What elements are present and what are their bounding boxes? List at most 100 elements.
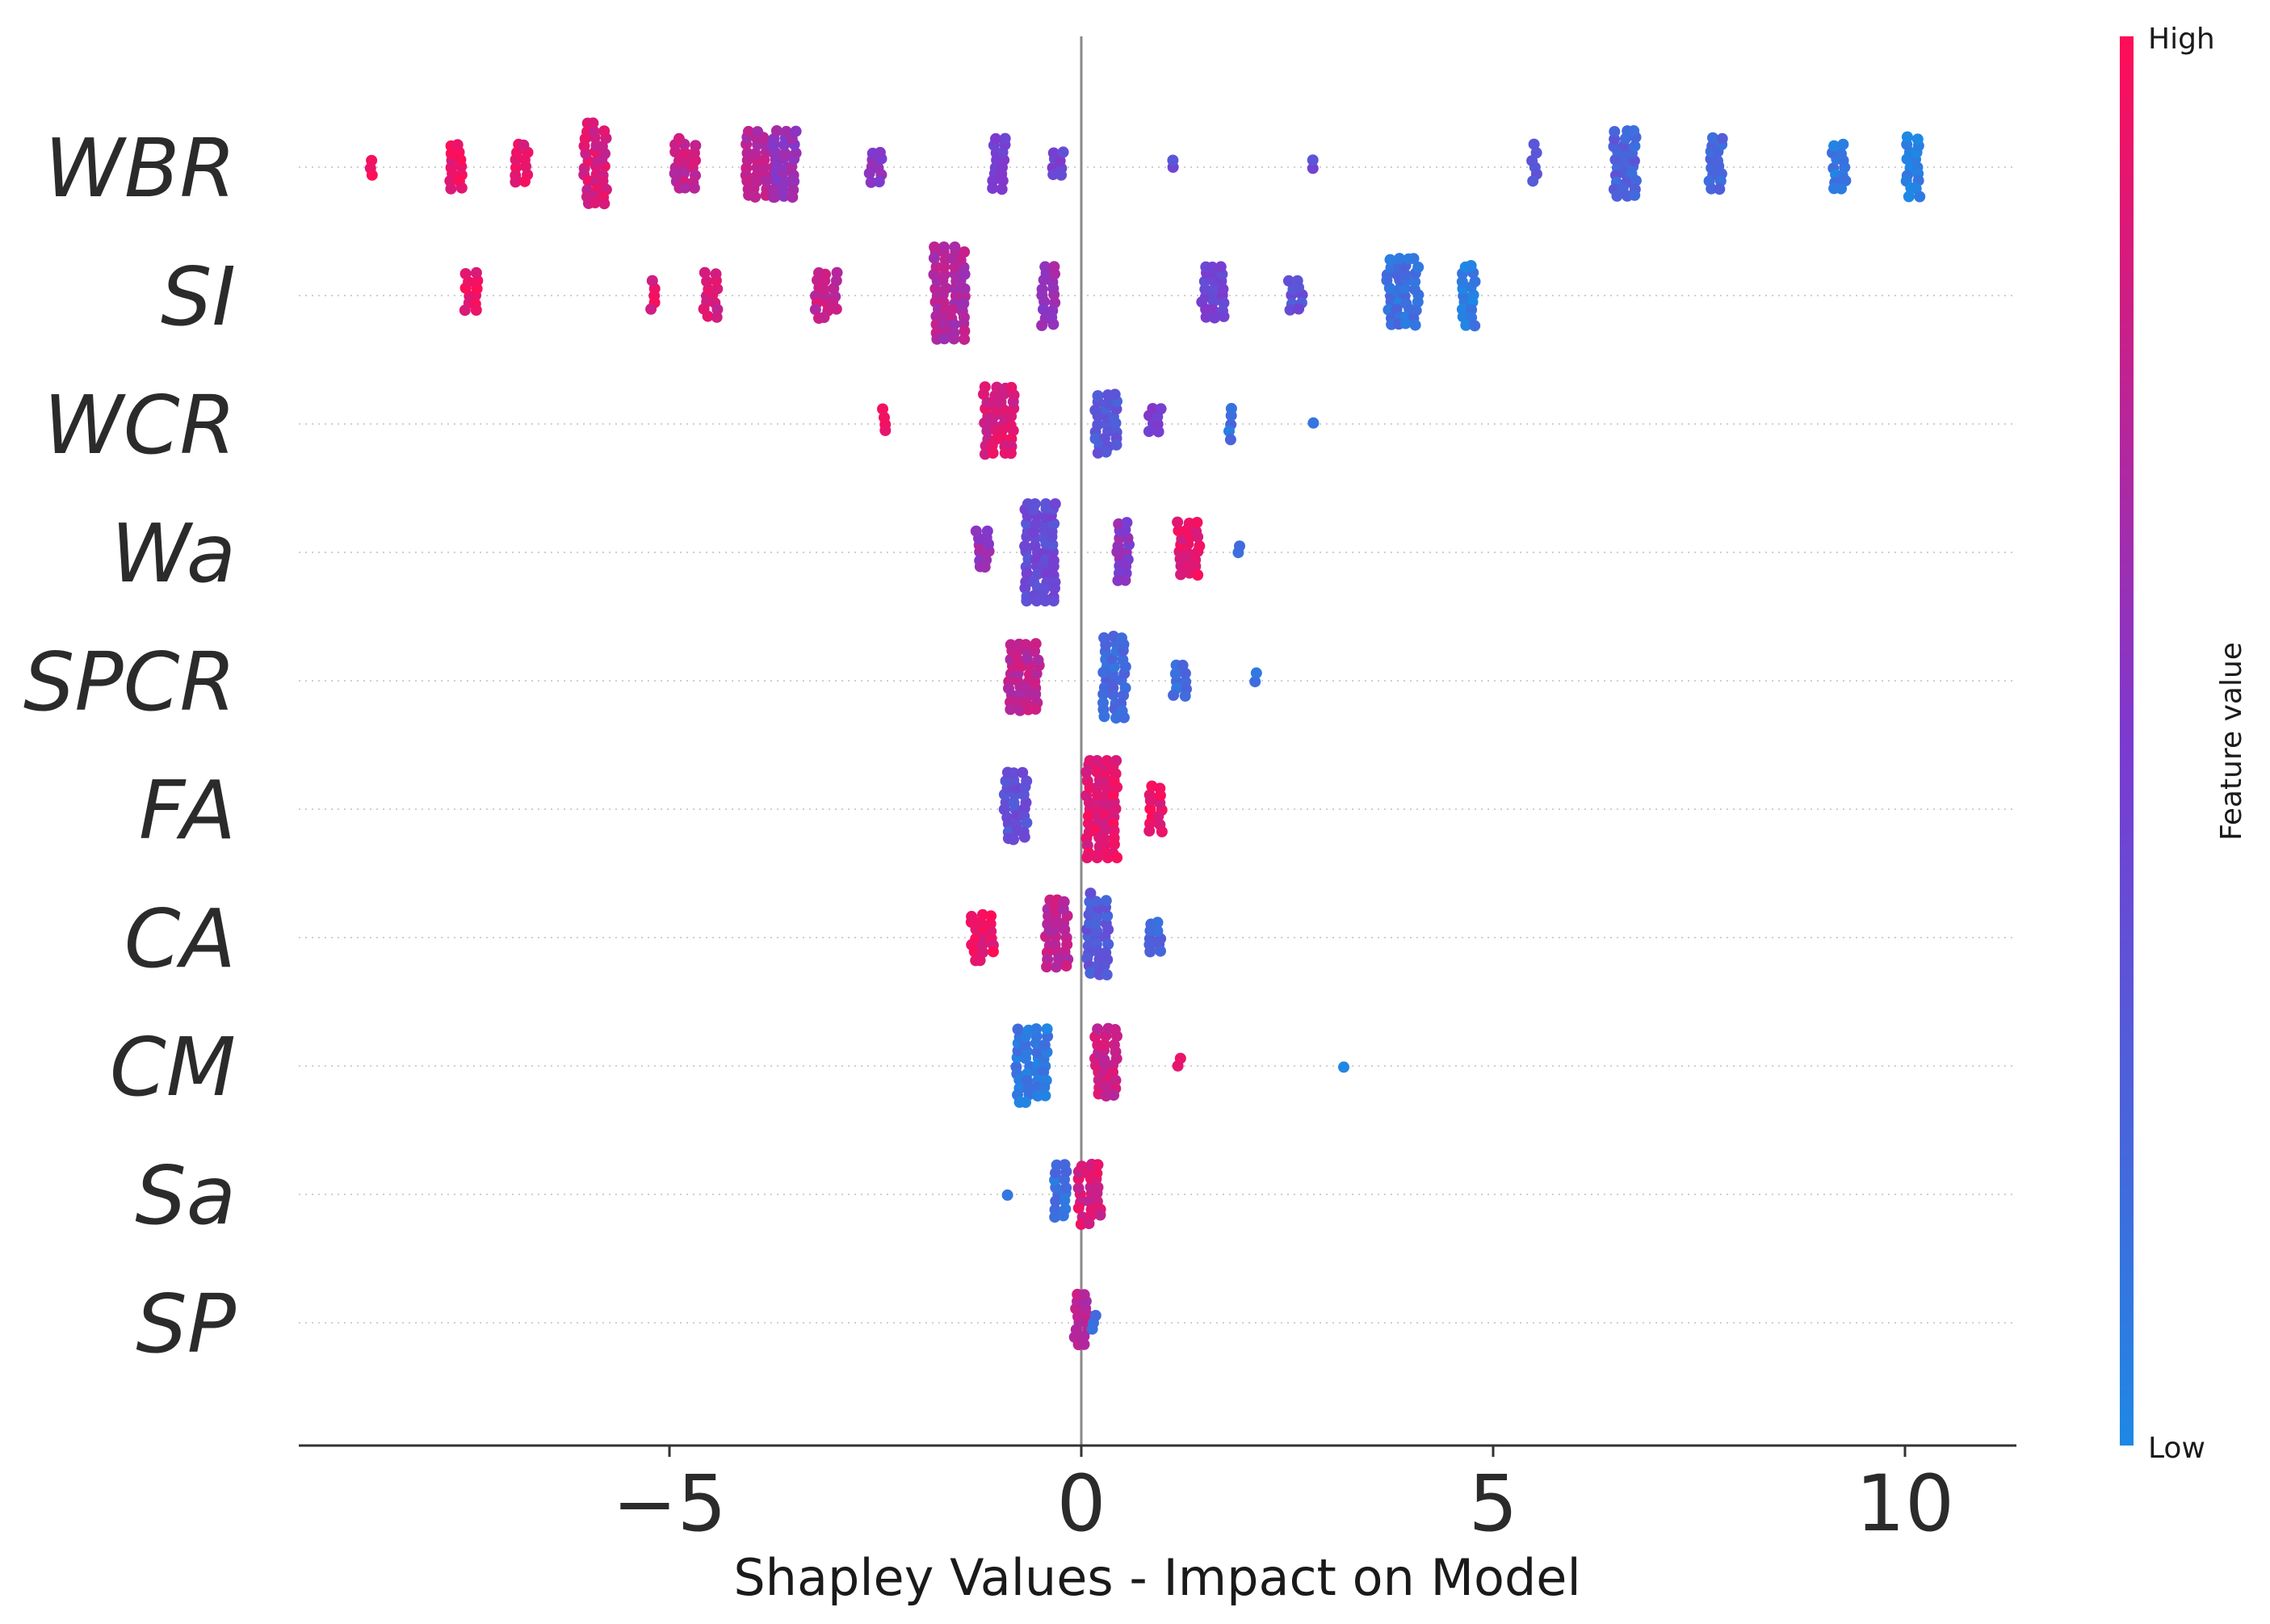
feature-row-spcr [1003,631,1262,724]
x-tick-label-0: −5 [612,1458,727,1549]
point-si-2-6 [701,275,713,287]
point-wa-0-10 [970,525,982,537]
point-si-8-11 [1412,296,1424,308]
point-wbr-4-17 [690,140,702,152]
point-fa-1-58 [1101,852,1114,863]
point-si-8-37 [1394,253,1405,265]
point-wbr-14-3 [1712,155,1723,167]
point-wbr-14-15 [1716,132,1728,145]
x-axis-ticks: −5 0 5 10 [612,1446,1954,1549]
point-wcr-4-4 [1224,434,1236,446]
point-si-2-11 [710,268,722,280]
feature-row-wbr [364,117,1926,210]
feature-label-sa: Sa [135,1148,236,1243]
point-si-0-9 [470,304,482,316]
point-si-9-12 [1457,311,1469,323]
point-cm-0-41 [1020,1097,1031,1108]
point-wcr-4-3 [1225,402,1237,414]
point-si-9-16 [1460,319,1472,331]
point-sa-1-4 [1050,1195,1062,1207]
point-ca-1-26 [1060,960,1072,972]
point-si-4-50 [948,333,960,345]
point-cm-0-27 [1038,1081,1051,1093]
point-cm-0-35 [1039,1089,1051,1102]
point-wbr-6-29 [790,125,802,137]
point-spcr-2-8 [1168,689,1180,701]
point-sa-1-14 [1051,1159,1063,1171]
point-si-2-13 [711,311,723,323]
point-sp-0-15 [1078,1289,1090,1301]
data-points-layer [364,117,1926,1350]
x-tick-label-3: 10 [1856,1458,1954,1549]
point-wa-1-40 [1019,582,1031,594]
point-si-6-23 [1215,261,1227,273]
point-wbr-8-13 [996,183,1008,195]
point-fa-0-25 [1008,833,1019,846]
point-wa-1-19 [1047,560,1059,573]
point-si-4-18 [946,304,959,316]
point-wcr-2-23 [1109,388,1121,401]
colorbar-title: Feature value [2215,642,2248,841]
point-sa-2-17 [1091,1167,1103,1179]
point-si-5-2 [1036,283,1048,296]
point-wa-1-5 [1029,540,1041,552]
point-spcr-1-12 [1097,688,1110,700]
point-si-9-6 [1456,275,1468,287]
point-si-5-17 [1047,318,1059,330]
point-wa-1-56 [1021,595,1033,606]
point-si-2-10 [699,266,711,279]
point-wbr-6-10 [779,148,791,160]
point-wbr-13-17 [1629,140,1641,152]
feature-row-wcr [877,381,1320,460]
point-si-4-54 [949,241,961,253]
point-wcr-0-1 [879,412,890,423]
point-wbr-5-18 [761,174,772,187]
point-wa-3-15 [1173,525,1185,537]
point-wbr-6-25 [778,190,790,202]
point-wbr-7-7 [874,146,886,158]
point-wa-3-17 [1190,526,1202,537]
point-spcr-0-32 [1005,703,1017,715]
point-wa-4-1 [1234,540,1245,552]
point-si-2-12 [702,310,714,322]
point-wbr-12-5 [1528,138,1540,150]
point-si-6-20 [1218,310,1230,322]
point-wbr-5-13 [749,148,762,160]
point-wbr-4-20 [688,182,700,194]
point-si-1-3 [646,275,658,287]
point-spcr-0-35 [1030,703,1042,715]
feature-label-wcr: WCR [44,378,236,472]
point-sa-2-21 [1076,1160,1088,1173]
row-gridlines [299,166,2016,1324]
feature-label-wbr: WBR [44,121,236,216]
point-fa-1-53 [1091,755,1103,766]
point-si-4-43 [959,325,971,337]
point-ca-0-19 [974,955,986,967]
point-spcr-3-1 [1250,667,1262,679]
point-wcr-1-10 [997,424,1009,436]
point-wbr-11-0 [1307,162,1319,174]
point-cm-1-26 [1108,1089,1120,1102]
point-wbr-13-14 [1630,174,1642,187]
point-cm-1-14 [1110,1074,1122,1086]
point-si-7-7 [1291,275,1303,287]
point-wbr-1-12 [445,183,457,195]
point-wcr-3-5 [1152,426,1164,438]
point-si-8-39 [1408,253,1420,265]
point-si-5-15 [1048,261,1060,273]
point-sa-1-12 [1049,1211,1061,1223]
point-si-4-47 [959,246,971,258]
colorbar-high-label: High [2148,23,2215,56]
point-si-9-7 [1469,275,1481,287]
point-spcr-1-35 [1116,632,1127,644]
point-sa-2-12 [1072,1202,1085,1214]
point-ca-0-17 [985,910,997,922]
point-wa-3-18 [1175,569,1187,581]
point-si-3-12 [809,304,821,316]
point-wbr-11-1 [1307,154,1319,166]
point-fa-2-12 [1143,825,1156,837]
point-wcr-3-7 [1155,403,1167,415]
point-ca-1-24 [1041,961,1053,973]
point-wbr-3-32 [598,198,611,210]
point-spcr-0-39 [1030,638,1042,650]
